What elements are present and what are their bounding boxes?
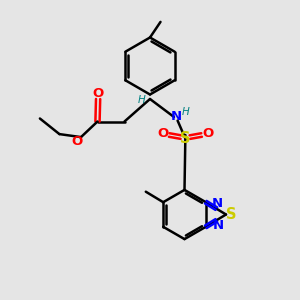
Text: H: H (182, 106, 189, 117)
Text: O: O (92, 87, 104, 100)
Text: S: S (180, 131, 191, 146)
Text: H: H (138, 94, 146, 105)
Text: N: N (171, 110, 182, 123)
Text: O: O (71, 135, 82, 148)
Text: N: N (213, 219, 224, 232)
Text: N: N (212, 197, 224, 210)
Text: S: S (226, 207, 237, 222)
Text: O: O (157, 127, 168, 140)
Text: O: O (202, 127, 214, 140)
